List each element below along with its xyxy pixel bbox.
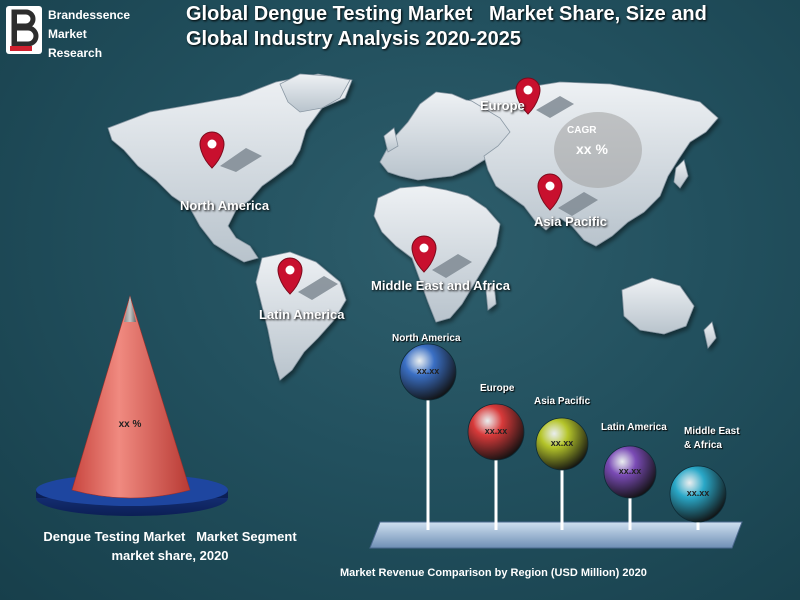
cagr-value: xx %: [576, 141, 608, 157]
bubble-label-europe: Europe: [480, 383, 515, 394]
continent-new-zealand: [703, 321, 717, 349]
map-pin-icon-latin-america: [277, 257, 303, 295]
brand-name-line-1: Brandessence: [48, 8, 131, 22]
bubble-label-latin-america: Latin America: [601, 422, 667, 433]
bubble-north-america: [399, 343, 457, 401]
region-label-asia-pacific: Asia Pacific: [534, 214, 607, 229]
map-pin-icon-europe: [515, 77, 541, 115]
map-pin-icon-north-america: [199, 131, 225, 169]
map-pin-icon-middle-east-africa: [411, 235, 437, 273]
bubble-middle-east-africa: [669, 465, 727, 523]
bubble-asia-pacific: [535, 417, 589, 471]
bubble-europe: [467, 403, 525, 461]
brand-name-line-2: Market: [48, 27, 87, 41]
bubble-label-middle-east-africa: Middle East & Africa: [684, 426, 740, 451]
bubble-latin-america: [603, 445, 657, 499]
pin-shadow-latin-america: [298, 276, 338, 300]
cone-shape: [71, 294, 191, 499]
continent-japan: [673, 159, 689, 189]
cone-tip: [124, 296, 136, 322]
pin-shadow-middle-east-africa: [432, 254, 472, 278]
continent-madagascar: [485, 283, 497, 311]
pin-shadow-europe: [536, 96, 574, 118]
region-label-middle-east-africa: Middle East and Africa: [371, 278, 510, 293]
segment-value: xx %: [118, 419, 142, 430]
brand-logo: Brandessence Market Research: [6, 6, 130, 63]
brand-logo-icon: [6, 6, 42, 54]
continent-greenland: [279, 73, 351, 113]
bubble-value-north-america: xx.xx: [416, 366, 440, 376]
bubble-label-north-america: North America: [392, 333, 461, 344]
chart-title: Market Revenue Comparison by Region (USD…: [340, 567, 647, 579]
cagr-bubble: [554, 112, 642, 188]
map-pin-icon-asia-pacific: [537, 173, 563, 211]
region-label-latin-america: Latin America: [259, 307, 345, 322]
brand-name-line-3: Research: [48, 46, 103, 60]
continent-uk: [383, 127, 399, 153]
continent-australia: [621, 277, 695, 335]
chart-platform: [369, 521, 743, 549]
brand-name: Brandessence Market Research: [48, 6, 130, 63]
bubble-value-latin-america: xx.xx: [618, 466, 642, 476]
bubble-label-asia-pacific: Asia Pacific: [534, 396, 591, 407]
cagr-label: CAGR: [567, 125, 597, 136]
segment-caption: Dengue Testing Market Market Segment mar…: [43, 529, 297, 563]
bubble-value-europe: xx.xx: [484, 426, 508, 436]
region-label-north-america: North America: [180, 198, 270, 213]
region-label-europe: Europe: [480, 98, 525, 113]
bubble-value-middle-east-africa: xx.xx: [686, 488, 710, 498]
pin-shadow-asia-pacific: [558, 192, 598, 216]
bubble-value-asia-pacific: xx.xx: [550, 438, 574, 448]
continent-africa: [373, 185, 501, 323]
pin-shadow-north-america: [220, 148, 262, 172]
page-title: Global Dengue Testing Market Market Shar…: [186, 3, 707, 50]
